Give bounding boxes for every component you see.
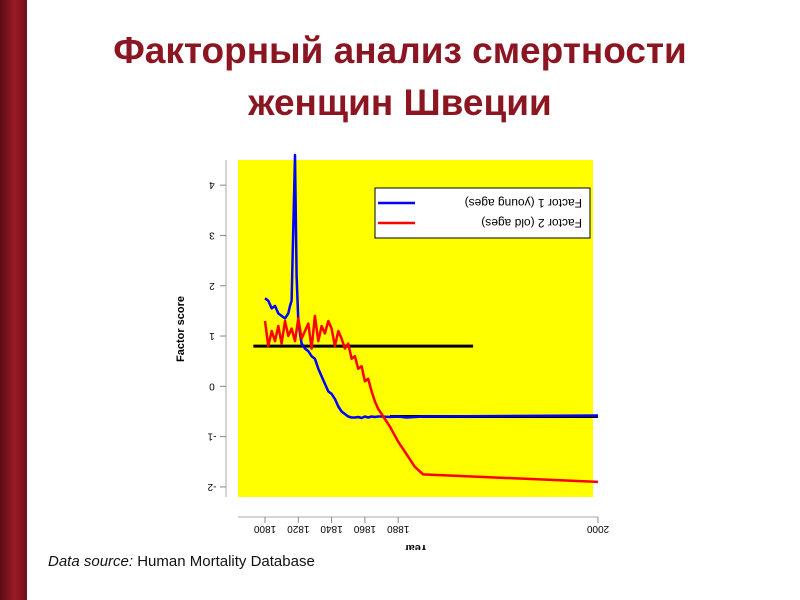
title-line-1: Факторный анализ смертности [113,30,687,71]
y-tick-label: 2 [209,280,215,291]
y-axis-label: Factor score [175,296,187,362]
factor-score-chart: Factor 1 (young ages) Factor 2 (old ages… [175,153,609,554]
chart-container: Factor 1 (young ages) Factor 2 (old ages… [160,150,620,554]
legend: Factor 1 (young ages) Factor 2 (old ages… [374,187,591,239]
x-tick-label: 1820 [287,523,310,534]
x-tick-label: 2000 [586,523,609,534]
legend-label-factor-1: Factor 1 (young ages) [465,196,582,210]
title-line-2: женщин Швеции [248,82,552,123]
y-tick-label: -2 [207,481,216,492]
y-tick-label: 3 [209,229,215,240]
x-tick-label: 1880 [387,523,410,534]
y-tick-label: 0 [209,380,215,391]
legend-box [374,187,591,239]
x-tick-label: 1840 [320,523,343,534]
slide-title: Факторный анализ смертности женщин Швеци… [40,25,760,129]
legend-label-factor-2: Factor 2 (old ages) [481,216,582,230]
data-source-note: Data source: Human Mortality Database [48,553,315,570]
series-line-factor-2 [263,314,599,484]
x-axis-label: Year [404,542,428,550]
slide-side-bar [0,0,27,600]
y-tick-label: -1 [207,431,216,442]
y-tick-label: 4 [209,179,215,190]
data-source-text: Human Mortality Database [133,553,315,570]
x-tick-label: 1800 [253,523,276,534]
x-tick-label: 1860 [353,523,376,534]
data-source-label: Data source: [48,553,134,570]
series-line-factor-1 [264,153,599,420]
y-tick-label: 1 [209,330,215,341]
